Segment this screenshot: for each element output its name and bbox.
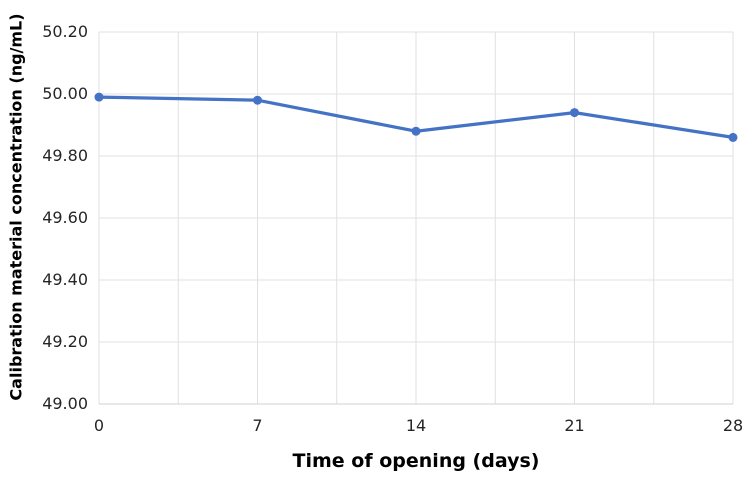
data-point-marker xyxy=(570,108,579,118)
x-tick-label: 7 xyxy=(252,416,263,435)
y-tick-label: 49.40 xyxy=(42,270,88,289)
x-tick-label: 28 xyxy=(722,416,744,435)
y-tick-label: 49.60 xyxy=(42,208,88,227)
x-tick-label: 21 xyxy=(564,416,585,435)
x-tick-label: 14 xyxy=(405,416,427,435)
y-tick-label: 50.00 xyxy=(42,84,88,103)
data-point-marker xyxy=(411,126,421,136)
y-tick-label: 49.00 xyxy=(42,394,88,413)
y-tick-label: 49.20 xyxy=(42,332,88,351)
data-point-marker xyxy=(253,95,262,105)
x-axis-title: Time of opening (days) xyxy=(292,450,540,472)
x-tick-label: 0 xyxy=(93,416,105,435)
data-point-marker xyxy=(728,132,738,142)
y-tick-label: 49.80 xyxy=(42,146,88,165)
y-tick-label: 50.20 xyxy=(42,22,88,41)
data-point-marker xyxy=(94,92,104,102)
